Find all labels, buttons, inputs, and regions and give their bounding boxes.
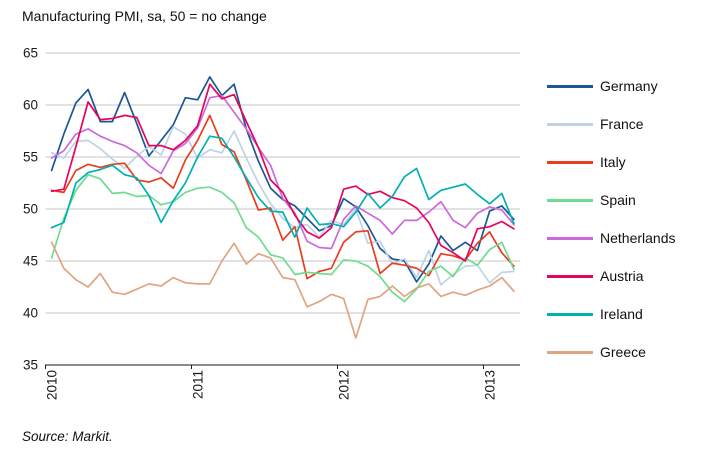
- y-axis-label-50: 50: [23, 202, 38, 217]
- legend-label-austria: Austria: [600, 268, 644, 284]
- series-line-netherlands: [50, 94, 515, 250]
- y-axis-label-35: 35: [23, 358, 38, 373]
- legend-swatch-spain: [547, 198, 593, 202]
- y-axis-label-40: 40: [23, 306, 38, 321]
- source-note: Source: Markit.: [22, 429, 113, 444]
- legend-swatch-netherlands: [547, 236, 593, 240]
- legend-swatch-italy: [547, 160, 593, 164]
- series-line-germany: [50, 76, 515, 283]
- series-line-france: [50, 125, 515, 286]
- legend-item-austria: Austria: [547, 257, 707, 295]
- chart-title: Manufacturing PMI, sa, 50 = no change: [22, 8, 267, 24]
- legend-item-france: France: [547, 105, 707, 143]
- legend-item-netherlands: Netherlands: [547, 219, 707, 257]
- legend-label-ireland: Ireland: [600, 306, 643, 322]
- legend-swatch-germany: [547, 84, 593, 88]
- series-line-ireland: [50, 135, 515, 238]
- series-line-greece: [50, 241, 515, 339]
- legend-label-france: France: [600, 116, 644, 132]
- y-axis-label-55: 55: [23, 150, 38, 165]
- legend-label-germany: Germany: [600, 78, 658, 94]
- legend-item-greece: Greece: [547, 333, 707, 371]
- x-axis-label-2010: 2010: [45, 370, 60, 400]
- legend: Germany France Italy Spain Netherlands Austri…: [547, 67, 707, 371]
- legend-swatch-greece: [547, 350, 593, 354]
- legend-swatch-france: [547, 122, 593, 126]
- series-line-italy: [50, 114, 515, 280]
- legend-label-netherlands: Netherlands: [600, 230, 676, 246]
- series-line-austria: [50, 83, 515, 262]
- series-line-spain: [50, 173, 515, 303]
- legend-item-spain: Spain: [547, 181, 707, 219]
- y-axis-label-45: 45: [23, 254, 38, 269]
- legend-label-greece: Greece: [600, 344, 646, 360]
- legend-item-ireland: Ireland: [547, 295, 707, 333]
- legend-swatch-austria: [547, 274, 593, 278]
- x-axis-label-2011: 2011: [191, 370, 206, 399]
- x-axis-label-2013: 2013: [483, 370, 498, 400]
- y-axis-label-65: 65: [23, 46, 38, 61]
- legend-item-germany: Germany: [547, 67, 707, 105]
- y-axis-label-60: 60: [23, 98, 38, 113]
- legend-label-spain: Spain: [600, 192, 636, 208]
- x-axis-label-2012: 2012: [337, 370, 352, 400]
- legend-label-italy: Italy: [600, 154, 626, 170]
- legend-item-italy: Italy: [547, 143, 707, 181]
- legend-swatch-ireland: [547, 312, 593, 316]
